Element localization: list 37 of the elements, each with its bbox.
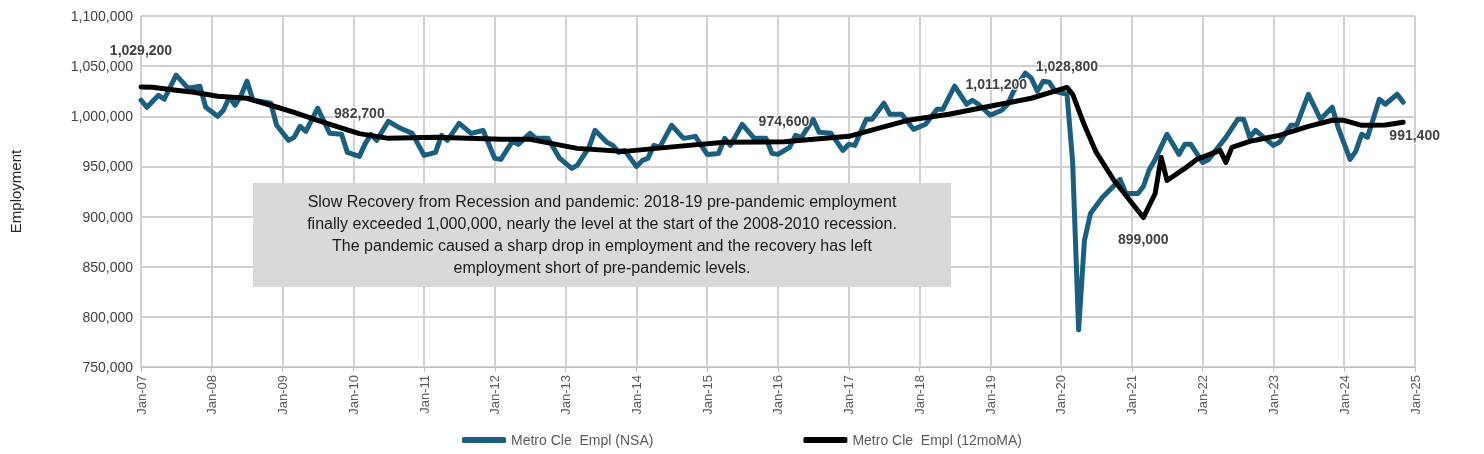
data-label: 991,400 [1389, 126, 1441, 143]
x-tick-label: Jan-11 [416, 375, 432, 414]
y-tick-label: 1,100,000 [70, 8, 134, 24]
y-tick-label: 950,000 [82, 158, 134, 175]
x-tick-label: Jan-08 [204, 375, 220, 415]
y-tick-label: 850,000 [82, 258, 134, 275]
x-tick-label: Jan-17 [841, 375, 857, 415]
x-tick-label: Jan-13 [558, 375, 574, 415]
data-label: 974,600 [758, 112, 810, 129]
legend-label: Metro Cle Empl (NSA) [511, 432, 654, 448]
x-tick-label: Jan-23 [1265, 375, 1281, 415]
x-tick-label: Jan-25 [1407, 375, 1423, 415]
data-label: 1,028,800 [1035, 58, 1099, 75]
x-tick-label: Jan-16 [770, 375, 786, 415]
x-tick-label: Jan-21 [1124, 375, 1140, 415]
data-label: 899,000 [1118, 230, 1169, 247]
x-tick-label: Jan-09 [275, 375, 291, 415]
y-tick-label: 750,000 [82, 359, 134, 375]
y-tick-label: 1,000,000 [70, 108, 134, 125]
data-label: 982,700 [334, 104, 385, 121]
x-tick-label: Jan-10 [345, 375, 361, 415]
y-tick-label: 900,000 [82, 208, 134, 225]
y-axis-title: Employment [7, 148, 24, 234]
data-label: 1,029,200 [109, 42, 173, 58]
x-tick-label: Jan-24 [1336, 375, 1352, 415]
legend-label: Metro Cle Empl (12moMA) [852, 432, 1022, 448]
y-tick-label: 800,000 [82, 308, 134, 325]
x-tick-label: Jan-07 [133, 375, 149, 415]
x-tick-label: Jan-19 [982, 375, 998, 415]
x-tick-label: Jan-12 [487, 375, 503, 415]
x-tick-label: Jan-20 [1053, 375, 1069, 415]
y-tick-label: 1,050,000 [70, 58, 134, 75]
x-tick-label: Jan-14 [628, 375, 644, 415]
x-tick-label: Jan-18 [912, 375, 928, 415]
x-tick-label: Jan-15 [699, 375, 715, 415]
note-box: Slow Recovery from Recession and pandemic: 2018-19 pre-pandemic employment finally exceeded 1,000,000, nearly the level at the start of the 2008-2010 recession. The pandemic caused a sharp drop in employment and the recovery has left employment short of pre-pandemic levels. [253, 183, 951, 287]
x-tick-label: Jan-22 [1195, 375, 1211, 415]
